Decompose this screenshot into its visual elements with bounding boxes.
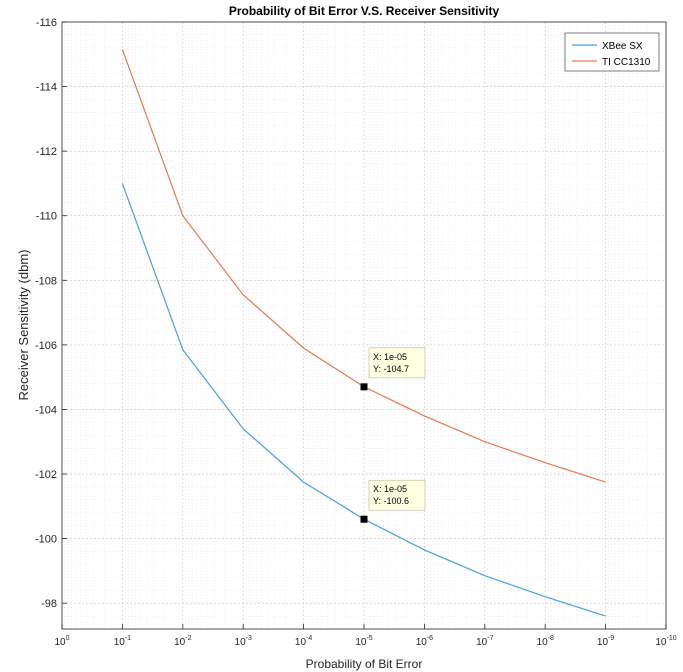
y-tick-label: -116 <box>36 17 57 29</box>
legend-label-ti-cc1310: TI CC1310 <box>602 57 651 68</box>
datatip-layer[interactable]: X: 1e-05 Y: -104.7 X: 1e-05 Y: -100.6 <box>360 347 426 523</box>
datatip-marker[interactable] <box>360 515 368 523</box>
y-tick-label: -104 <box>35 404 57 416</box>
y-tick-label: -102 <box>35 469 57 481</box>
x-tick-label: 10-7 <box>476 635 493 648</box>
datatip-marker[interactable] <box>360 383 368 391</box>
x-tick-label: 10-9 <box>597 635 614 648</box>
datatip-y-text: Y: -104.7 <box>373 364 409 374</box>
x-tick-label: 100 <box>54 635 69 648</box>
x-tick-label: 10-2 <box>174 635 191 648</box>
datatip-x-text: X: 1e-05 <box>373 352 407 362</box>
datatip-box <box>368 347 426 379</box>
x-tick-label: 10-6 <box>416 635 433 648</box>
minor-grid <box>62 21 666 630</box>
datatip-x-text: X: 1e-05 <box>373 484 407 494</box>
x-tick-label: 10-8 <box>537 635 554 648</box>
y-axis-ticks: -116 -114 -112 -110 -108 -106 -104 -102 -100 -98 <box>35 17 67 610</box>
y-tick-label: -112 <box>36 146 57 158</box>
x-tick-label: 10-1 <box>114 635 131 648</box>
x-tick-label: 10-5 <box>355 635 372 648</box>
legend: XBee SX TI CC1310 <box>564 32 660 72</box>
plot-area <box>62 22 666 629</box>
y-tick-label: -108 <box>35 275 57 287</box>
x-axis-label: Probability of Bit Error <box>306 657 423 671</box>
y-tick-label: -98 <box>41 598 57 610</box>
y-tick-label: -114 <box>36 82 57 94</box>
x-tick-label: 10-4 <box>295 635 312 648</box>
x-tick-label: 10-3 <box>235 635 252 648</box>
y-axis-label: Receiver Sensitivity (dbm) <box>16 250 31 401</box>
y-tick-label: -106 <box>35 340 57 352</box>
x-tick-label: 10-10 <box>655 635 676 648</box>
y-tick-label: -100 <box>35 534 57 546</box>
chart-title: Probability of Bit Error V.S. Receiver S… <box>229 4 500 18</box>
x-axis-ticks: 100 10-1 10-2 10-3 10-4 10-5 10-6 10-7 10-8 10-9 1… <box>54 624 677 648</box>
datatip-box <box>368 479 426 511</box>
legend-box <box>564 32 660 72</box>
datatip-y-text: Y: -100.6 <box>373 496 409 506</box>
y-tick-label: -110 <box>36 211 57 223</box>
legend-label-xbee-sx: XBee SX <box>602 41 643 52</box>
